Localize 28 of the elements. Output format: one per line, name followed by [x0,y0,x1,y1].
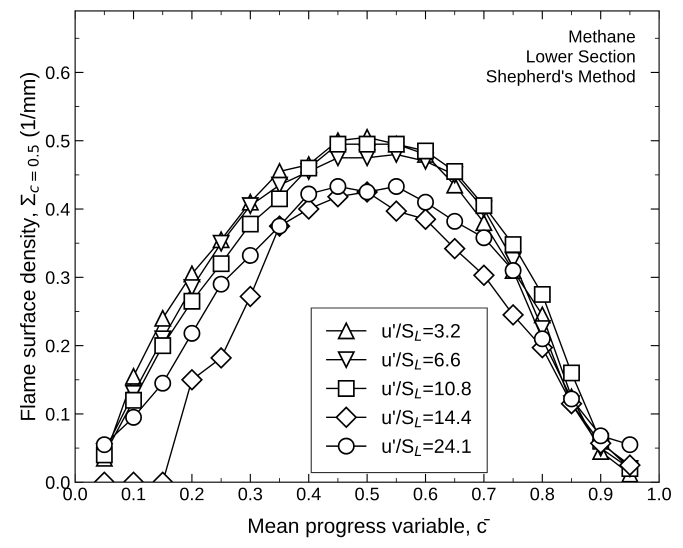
y-tick-label: 0.0 [46,476,70,489]
x-tick-label: 0.0 [63,488,87,500]
y-axis-title: Flame surface density, Σ$_{c=0.5}$ (1/mm) [20,73,40,420]
legend-label: u'/S$_{L}$=6.6 [382,352,460,370]
annotation: Shepherd's Method [486,70,635,86]
x-tick-label: 0.3 [238,488,262,500]
y-tick-label: 0.5 [46,134,70,148]
y-tick-label: 0.3 [46,271,70,284]
x-tick-label: 0.2 [180,488,204,500]
x-tick-label: 0.6 [414,488,438,500]
x-tick-label: 0.7 [472,488,496,500]
y-tick-label: 0.4 [46,202,70,216]
legend-label: u'/S$_{L}$=3.2 [382,323,460,341]
x-tick-label: 0.5 [355,488,379,500]
legend-label: u'/S$_{L}$=24.1 [382,438,471,456]
y-tick-label: 0.2 [46,340,70,352]
annotation: Lower Section [527,50,635,63]
x-tick-label: 0.9 [588,488,612,500]
legend-label: u'/S$_{L}$=10.8 [382,381,471,398]
x-tick-label: 0.4 [296,488,321,500]
y-tick-label: 0.1 [46,408,70,421]
x-tick-label: 0.1 [122,488,146,500]
x-tick-label: 0.8 [530,488,554,500]
x-axis-title: Mean progress variable, c̄ [248,518,490,538]
y-tick-label: 0.6 [46,66,70,80]
x-tick-label: 1.0 [648,488,671,500]
annotation: Methane [570,30,635,43]
legend-label: u'/S$_{L}$=14.4 [382,410,472,428]
